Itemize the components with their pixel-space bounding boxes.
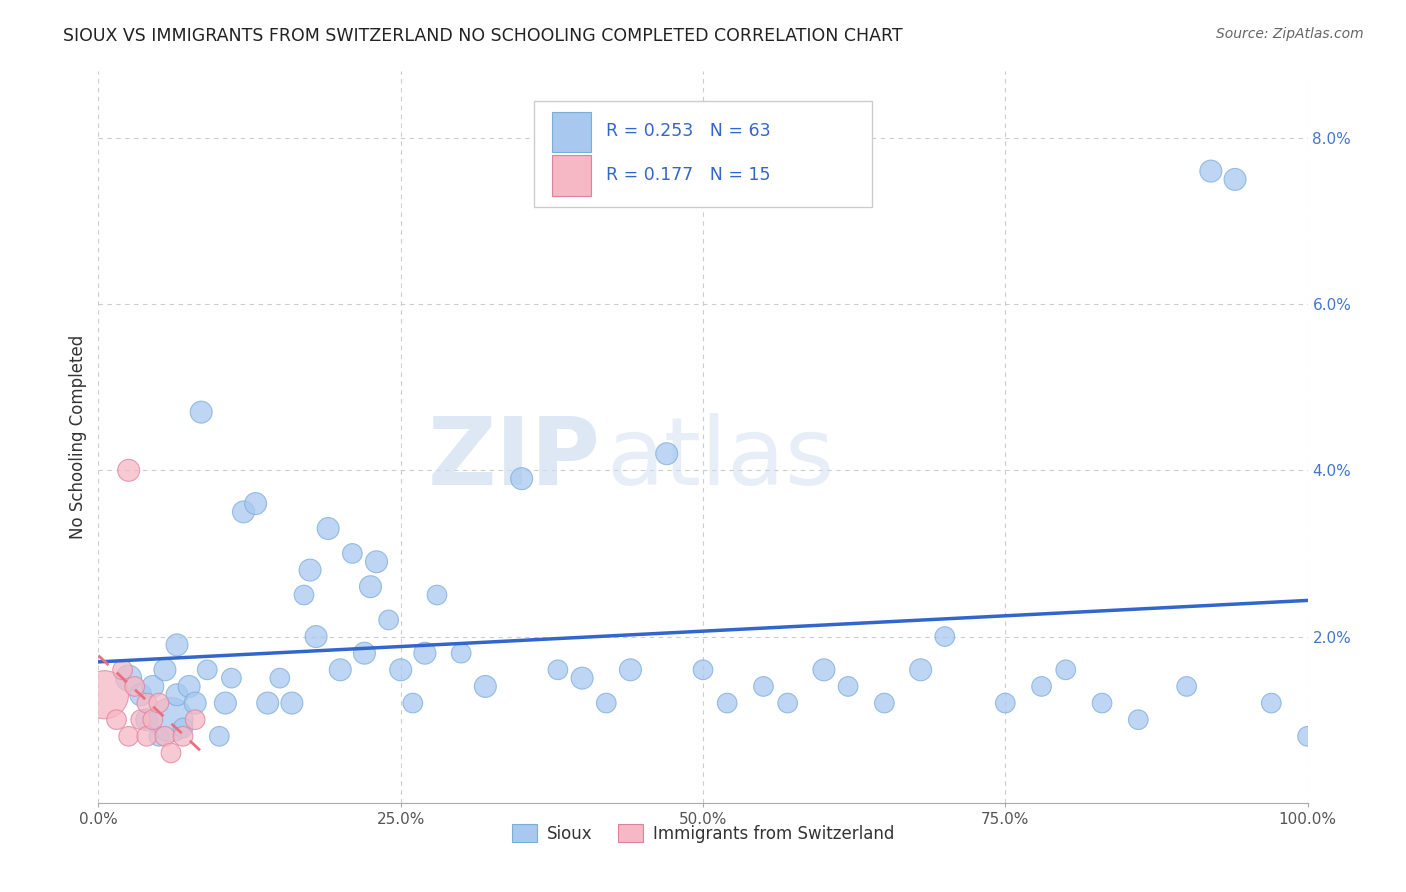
Point	[269, 671, 291, 685]
Point	[184, 696, 207, 710]
Point	[389, 663, 412, 677]
Point	[837, 680, 859, 694]
Text: R = 0.253   N = 63: R = 0.253 N = 63	[606, 122, 770, 140]
Point	[93, 688, 115, 702]
Point	[148, 696, 170, 710]
Point	[281, 696, 304, 710]
Point	[292, 588, 315, 602]
Point	[547, 663, 569, 677]
Point	[752, 680, 775, 694]
Point	[873, 696, 896, 710]
Text: SIOUX VS IMMIGRANTS FROM SWITZERLAND NO SCHOOLING COMPLETED CORRELATION CHART: SIOUX VS IMMIGRANTS FROM SWITZERLAND NO …	[63, 27, 903, 45]
Point	[1091, 696, 1114, 710]
Point	[1175, 680, 1198, 694]
Point	[299, 563, 322, 577]
Point	[153, 663, 176, 677]
Point	[118, 463, 141, 477]
Point	[190, 405, 212, 419]
Text: R = 0.177   N = 15: R = 0.177 N = 15	[606, 166, 770, 185]
Point	[160, 746, 183, 760]
Point	[776, 696, 799, 710]
FancyBboxPatch shape	[534, 101, 872, 207]
Point	[366, 555, 388, 569]
Point	[413, 646, 436, 660]
Point	[142, 713, 165, 727]
Point	[111, 663, 134, 677]
Point	[813, 663, 835, 677]
Point	[142, 680, 165, 694]
Point	[377, 613, 399, 627]
Point	[1260, 696, 1282, 710]
Point	[135, 713, 157, 727]
Bar	[551, 112, 591, 152]
Point	[910, 663, 932, 677]
Bar	[551, 155, 591, 195]
Point	[1296, 729, 1319, 743]
Point	[716, 696, 738, 710]
Point	[214, 696, 236, 710]
Point	[510, 472, 533, 486]
Point	[994, 696, 1017, 710]
Point	[353, 646, 375, 660]
Point	[1031, 680, 1053, 694]
Point	[172, 729, 194, 743]
Point	[402, 696, 425, 710]
Legend: Sioux, Immigrants from Switzerland: Sioux, Immigrants from Switzerland	[505, 818, 901, 849]
Point	[655, 447, 678, 461]
Text: Source: ZipAtlas.com: Source: ZipAtlas.com	[1216, 27, 1364, 41]
Point	[474, 680, 496, 694]
Point	[305, 630, 328, 644]
Point	[1128, 713, 1150, 727]
Point	[118, 729, 141, 743]
Point	[426, 588, 449, 602]
Text: ZIP: ZIP	[427, 413, 600, 505]
Point	[172, 721, 194, 735]
Point	[329, 663, 352, 677]
Point	[118, 671, 141, 685]
Point	[221, 671, 243, 685]
Point	[105, 713, 128, 727]
Point	[1199, 164, 1222, 178]
Point	[184, 713, 207, 727]
Point	[342, 546, 364, 560]
Point	[934, 630, 956, 644]
Point	[135, 696, 157, 710]
Point	[148, 729, 170, 743]
Point	[571, 671, 593, 685]
Y-axis label: No Schooling Completed: No Schooling Completed	[69, 335, 87, 539]
Point	[166, 688, 188, 702]
Point	[595, 696, 617, 710]
Point	[316, 521, 339, 535]
Point	[124, 680, 146, 694]
Point	[245, 497, 267, 511]
Point	[256, 696, 278, 710]
Point	[129, 713, 152, 727]
Point	[129, 688, 152, 702]
Point	[1054, 663, 1077, 677]
Point	[179, 680, 201, 694]
Point	[195, 663, 218, 677]
Point	[153, 729, 176, 743]
Point	[619, 663, 641, 677]
Point	[692, 663, 714, 677]
Point	[232, 505, 254, 519]
Point	[360, 580, 382, 594]
Point	[1223, 172, 1246, 186]
Point	[166, 638, 188, 652]
Point	[135, 729, 157, 743]
Point	[160, 713, 183, 727]
Text: atlas: atlas	[606, 413, 835, 505]
Point	[208, 729, 231, 743]
Point	[450, 646, 472, 660]
